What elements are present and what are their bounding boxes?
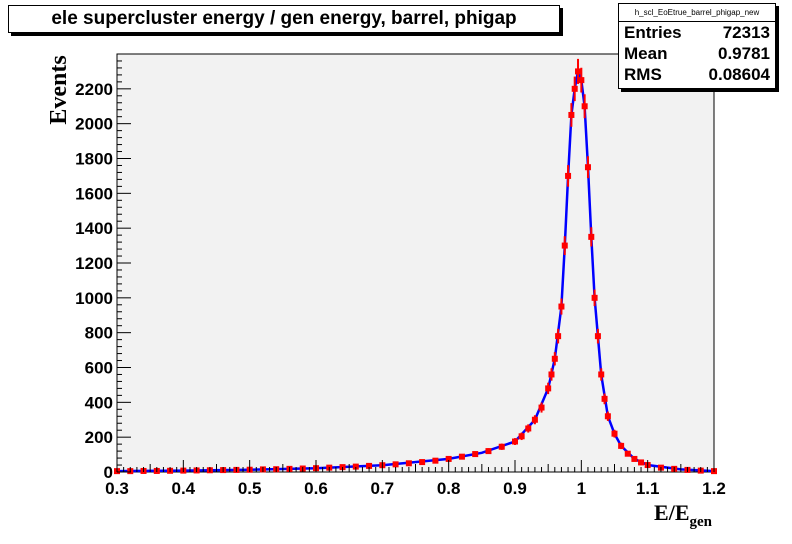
x-tick-label: 0.7 — [371, 479, 395, 498]
x-tick-label: 1.1 — [636, 479, 660, 498]
x-tick-label: 0.3 — [105, 479, 129, 498]
data-point — [571, 76, 578, 102]
x-tick-label: 0.6 — [304, 479, 328, 498]
y-tick-label: 0 — [104, 463, 113, 482]
y-tick-label: 400 — [85, 393, 113, 412]
y-tick-label: 200 — [85, 428, 113, 447]
x-axis-ticks: 0.3 0.4 0.5 0.6 0.7 0.8 0.9 1 1.1 1.2 — [105, 460, 726, 498]
data-point — [601, 393, 608, 405]
data-point — [558, 298, 565, 315]
y-tick-label: 1600 — [75, 184, 113, 203]
x-tick-label: 1 — [577, 479, 586, 498]
x-tick-label: 0.5 — [238, 479, 262, 498]
data-point — [551, 352, 558, 366]
data-point — [594, 328, 601, 344]
x-tick-label: 1.2 — [702, 479, 726, 498]
data-point — [472, 451, 479, 458]
y-tick-label: 1400 — [75, 219, 113, 238]
stats-value: 0.9781 — [718, 44, 770, 63]
data-point — [584, 156, 591, 179]
data-point — [485, 448, 492, 455]
y-tick-label: 1000 — [75, 289, 113, 308]
data-point — [624, 450, 631, 457]
data-point — [581, 94, 588, 119]
data-point — [458, 453, 465, 460]
x-tick-label: 0.4 — [172, 479, 196, 498]
y-tick-label: 2200 — [75, 80, 113, 99]
stats-value: 72313 — [722, 23, 770, 42]
data-point — [518, 432, 525, 441]
data-point — [419, 459, 426, 466]
data-point — [631, 455, 638, 462]
stats-box: h_scl_EoEtrue_barrel_phigap_new Entries … — [618, 3, 776, 89]
data-point — [432, 457, 439, 464]
stats-value: 0.08604 — [708, 65, 770, 84]
stats-label: Mean — [624, 44, 668, 63]
data-point — [611, 429, 618, 438]
stats-row-rms: RMS 0.08604 — [619, 64, 775, 85]
data-point — [638, 459, 645, 466]
data-point — [538, 402, 545, 413]
data-point — [405, 460, 412, 467]
data-point — [555, 328, 562, 344]
stats-label: RMS — [624, 65, 662, 84]
chart-title: ele supercluster energy / gen energy, ba… — [8, 5, 560, 33]
data-point — [525, 424, 532, 433]
y-tick-label: 800 — [85, 324, 113, 343]
y-tick-label: 2000 — [75, 115, 113, 134]
data-point — [498, 443, 505, 450]
plot-frame — [116, 53, 715, 473]
data-point — [565, 165, 572, 187]
x-axis-label-main: E/E — [654, 500, 689, 525]
data-point — [578, 67, 585, 93]
y-tick-label: 600 — [85, 359, 113, 378]
x-axis-label: E/Egen — [654, 500, 713, 530]
data-point — [588, 227, 595, 247]
stats-row-mean: Mean 0.9781 — [619, 43, 775, 64]
y-axis-label: Events — [46, 55, 72, 124]
y-axis-ticks: 0 200 400 600 800 1000 1200 1400 1600 1800 2000 220… — [75, 53, 131, 482]
data-point — [366, 462, 373, 469]
data-point — [591, 289, 598, 307]
data-point — [512, 438, 518, 445]
data-point — [531, 415, 538, 425]
y-tick-label: 1200 — [75, 254, 113, 273]
stats-histogram-name: h_scl_EoEtrue_barrel_phigap_new — [619, 4, 775, 22]
data-point — [618, 442, 625, 450]
x-tick-label: 0.8 — [437, 479, 461, 498]
data-point — [575, 58, 582, 84]
data-point — [561, 236, 568, 256]
data-point — [392, 461, 399, 468]
stats-row-entries: Entries 72313 — [619, 22, 775, 43]
x-axis-label-sub: gen — [690, 514, 713, 530]
data-point — [598, 368, 605, 381]
data-point — [568, 103, 575, 127]
data-point — [545, 382, 552, 395]
stats-label: Entries — [624, 23, 682, 42]
y-tick-label: 1800 — [75, 150, 113, 169]
data-point — [604, 411, 611, 421]
data-point — [548, 368, 555, 381]
x-tick-label: 0.9 — [503, 479, 527, 498]
